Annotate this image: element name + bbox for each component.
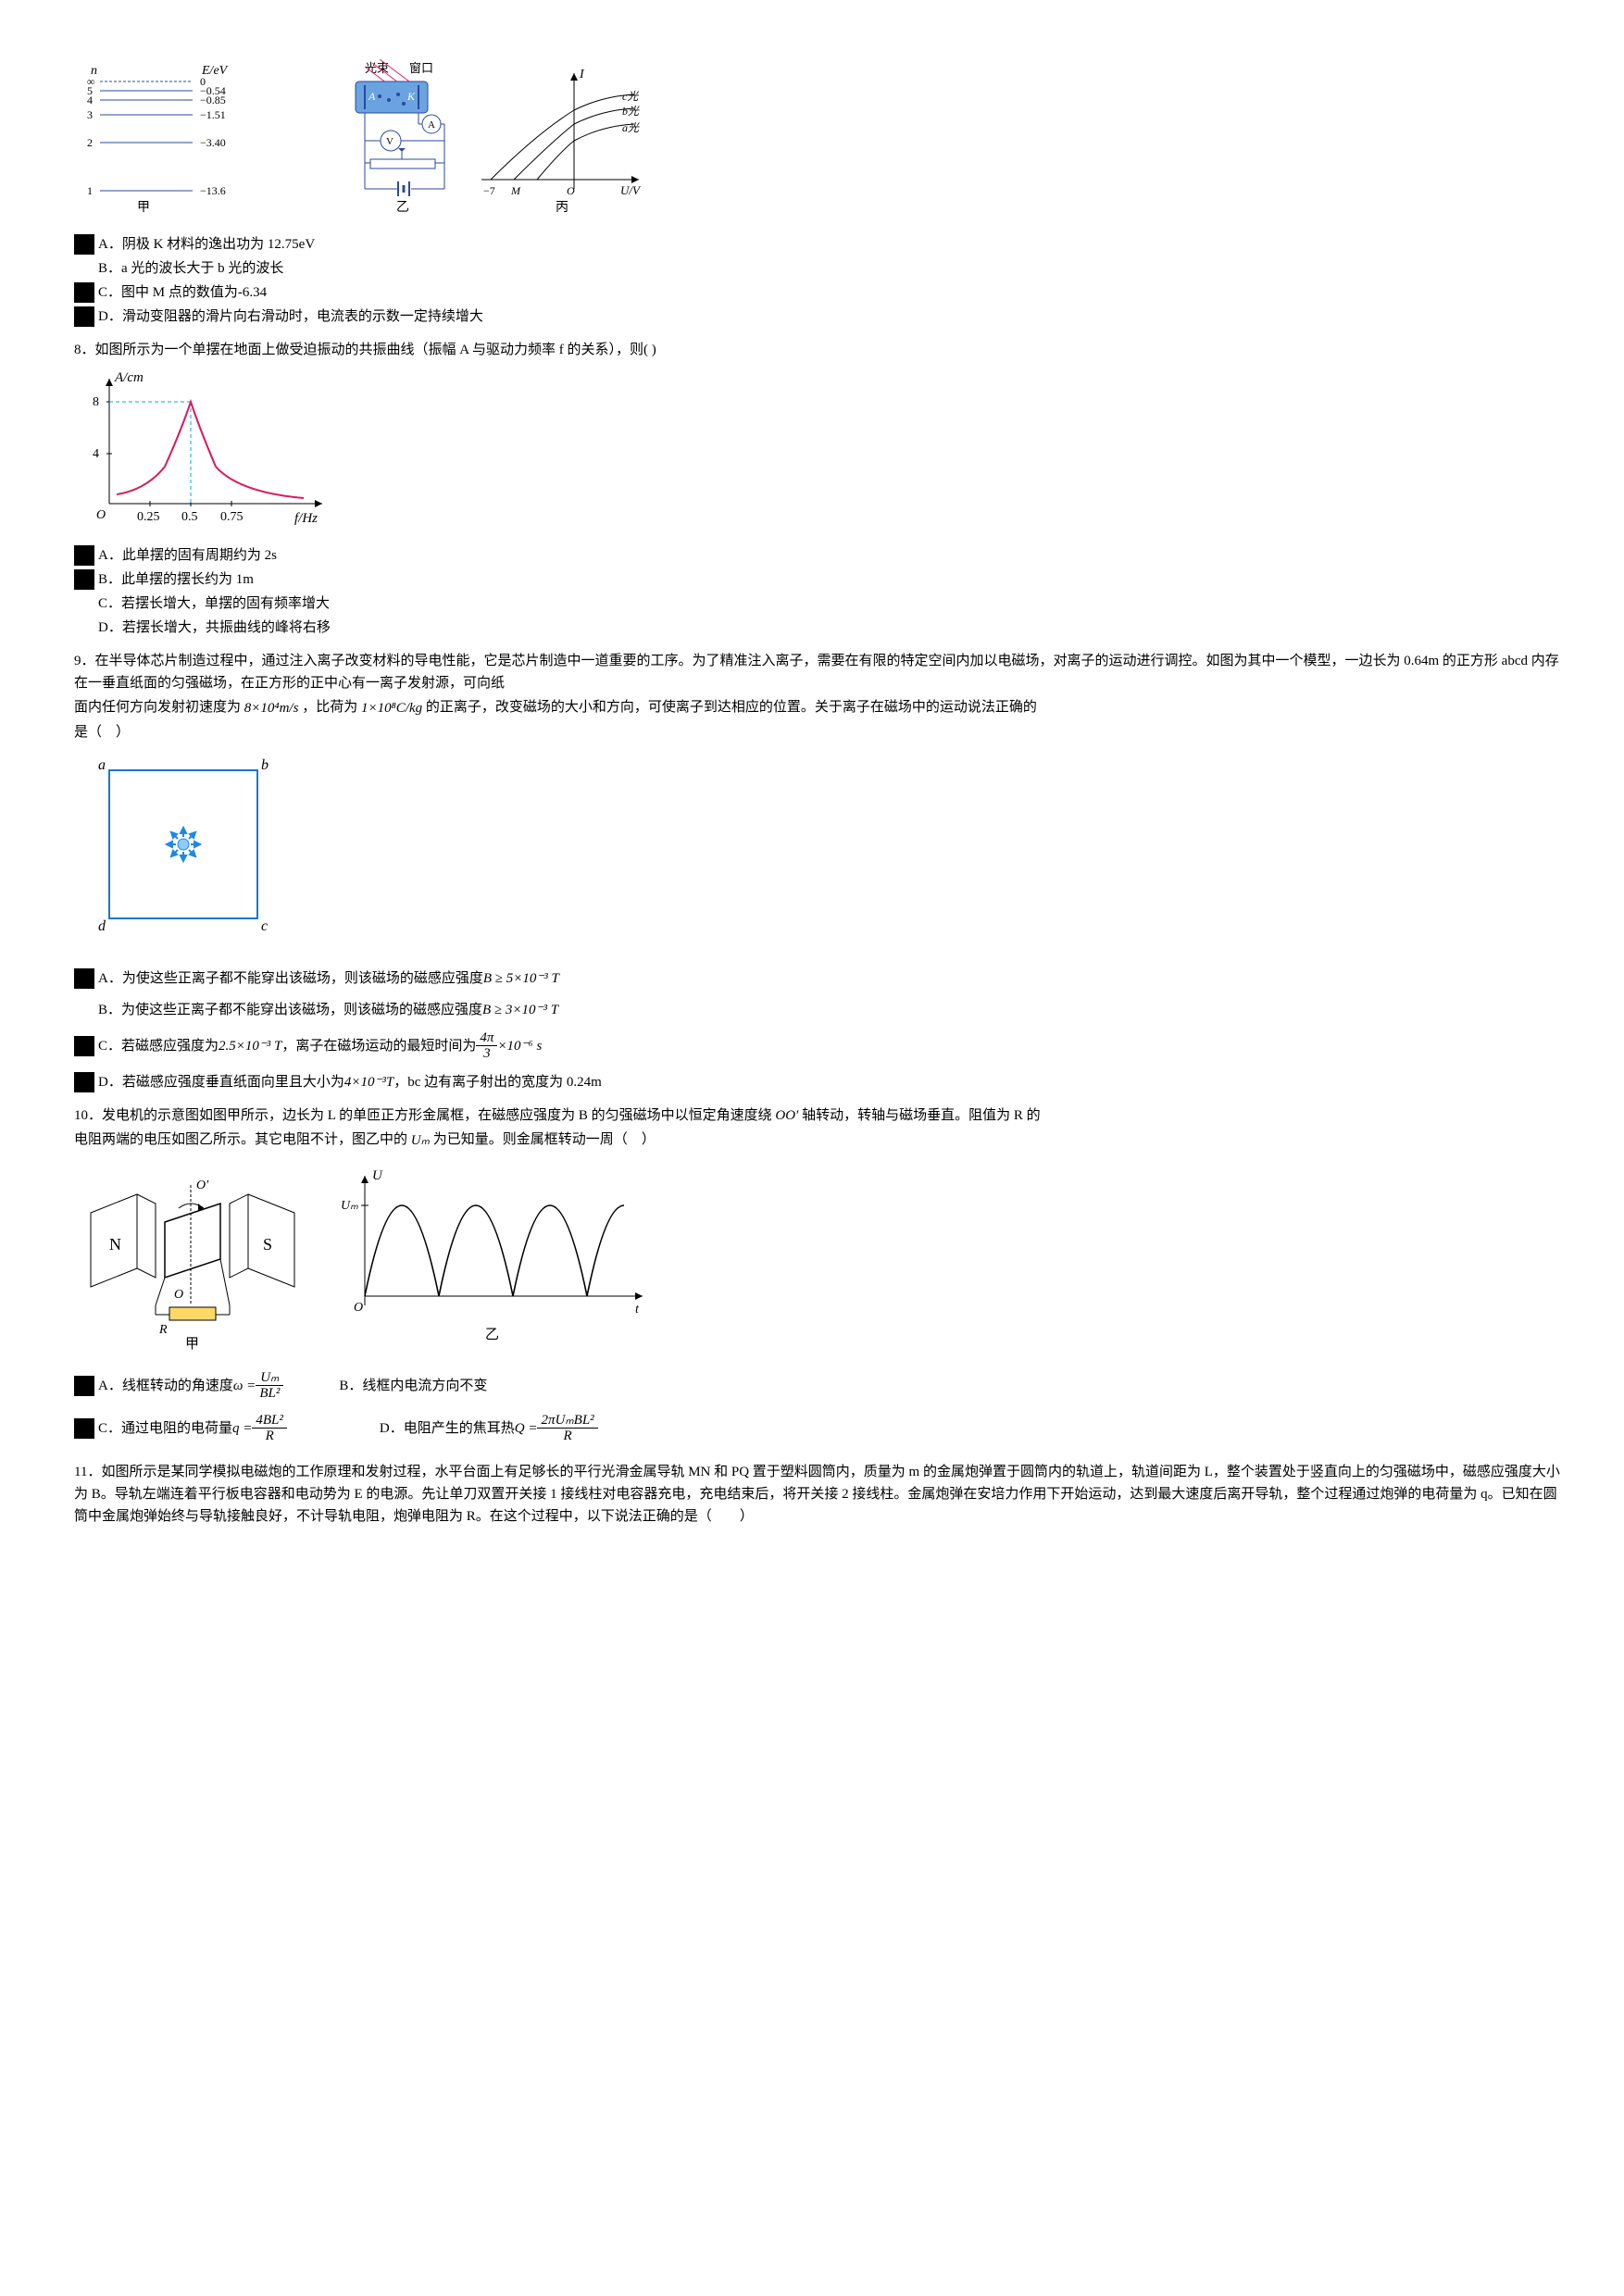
svg-text:O: O bbox=[567, 184, 575, 197]
q7-figures-row: n E/eV ∞ 0 5 −0.54 4 −0.85 3 −1.51 2 −3.… bbox=[74, 56, 1568, 228]
marker-box bbox=[74, 1072, 94, 1092]
iv-curves: I U/V c光 b光 a光 −7 M O 丙 bbox=[463, 59, 648, 224]
svg-text:c: c bbox=[261, 918, 268, 934]
svg-text:b: b bbox=[261, 757, 269, 773]
svg-text:0.5: 0.5 bbox=[181, 510, 198, 524]
q7-opt-A: A．阴极 K 材料的逸出功为 12.75eV bbox=[98, 233, 315, 256]
svg-text:0.75: 0.75 bbox=[220, 510, 244, 524]
q9-square-diagram: a b c d bbox=[81, 747, 1561, 958]
marker-box bbox=[74, 234, 94, 255]
q7-opt-B: B．a 光的波长大于 b 光的波长 bbox=[98, 257, 283, 280]
q10-stem-1: 10．发电机的示意图如图甲所示，边长为 L 的单匝正方形金属框，在磁感应强度为 … bbox=[74, 1104, 1568, 1128]
q10-opt-B: B．线框内电流方向不变 bbox=[339, 1375, 487, 1397]
q10-options: A．线框转动的角速度 ω = UₘBL² B．线框内电流方向不变 C．通过电阻的… bbox=[74, 1368, 1568, 1446]
svg-text:V: V bbox=[386, 136, 394, 147]
marker-box bbox=[74, 1376, 94, 1396]
svg-text:乙: 乙 bbox=[485, 1328, 499, 1342]
svg-text:窗口: 窗口 bbox=[409, 61, 433, 75]
caption-jia: 甲 bbox=[137, 201, 150, 215]
marker-box bbox=[74, 1036, 94, 1056]
svg-text:甲: 甲 bbox=[185, 1337, 199, 1352]
q8-opt-B: B．此单摆的摆长约为 1m bbox=[98, 568, 254, 591]
q9-options: A．为使这些正离子都不能穿出该磁场，则该磁场的磁感应强度 B ≥ 5×10⁻³ … bbox=[74, 967, 1568, 1093]
q8-options: A．此单摆的固有周期约为 2s B．此单摆的摆长约为 1m C．若摆长增大，单摆… bbox=[74, 544, 1568, 639]
svg-text:−1.51: −1.51 bbox=[200, 108, 226, 121]
q10-voltage-graph: U Uₘ O t 乙 bbox=[328, 1157, 661, 1350]
svg-text:−0.85: −0.85 bbox=[200, 94, 226, 106]
q7-opt-C: C．图中 M 点的数值为-6.34 bbox=[98, 281, 267, 304]
svg-text:4: 4 bbox=[93, 447, 99, 461]
svg-text:I: I bbox=[579, 68, 585, 81]
svg-text:−7: −7 bbox=[483, 184, 495, 197]
q9-stem-1: 9．在半导体芯片制造过程中，通过注入离子改变材料的导电性能，它是芯片制造中一道重… bbox=[74, 650, 1568, 694]
svg-text:Uₘ: Uₘ bbox=[341, 1199, 358, 1213]
q9-stem-3: 是（ ） bbox=[74, 721, 1568, 743]
svg-text:R: R bbox=[158, 1323, 168, 1337]
svg-text:A/cm: A/cm bbox=[114, 370, 144, 385]
marker-box bbox=[74, 968, 94, 989]
svg-text:A: A bbox=[368, 90, 376, 103]
svg-text:A: A bbox=[428, 119, 435, 131]
svg-text:8: 8 bbox=[93, 395, 99, 409]
energy-level-diagram: n E/eV ∞ 0 5 −0.54 4 −0.85 3 −1.51 2 −3.… bbox=[81, 59, 248, 224]
svg-text:O: O bbox=[96, 508, 106, 522]
svg-text:0.25: 0.25 bbox=[137, 510, 160, 524]
svg-text:−3.40: −3.40 bbox=[200, 136, 226, 149]
caption-yi: 乙 bbox=[396, 200, 409, 215]
marker-box bbox=[74, 306, 94, 327]
svg-text:a: a bbox=[98, 757, 106, 773]
svg-text:4: 4 bbox=[87, 94, 93, 106]
svg-text:f/Hz: f/Hz bbox=[294, 511, 318, 526]
svg-text:a光: a光 bbox=[622, 121, 640, 134]
q10-figures: N S O′ O R 甲 bbox=[74, 1154, 1568, 1363]
svg-text:O: O bbox=[354, 1301, 363, 1315]
marker-box bbox=[74, 545, 94, 566]
caption-bing: 丙 bbox=[556, 201, 568, 215]
svg-text:1: 1 bbox=[87, 184, 93, 197]
marker-box bbox=[74, 282, 94, 303]
q8-opt-D: D．若摆长增大，共振曲线的峰将右移 bbox=[98, 617, 331, 639]
q10-stem-2: 电阻两端的电压如图乙所示。其它电阻不计，图乙中的 Uₘ 为已知量。则金属框转动一… bbox=[74, 1129, 1568, 1152]
svg-text:S: S bbox=[263, 1235, 272, 1254]
marker-box bbox=[74, 1418, 94, 1439]
svg-text:2: 2 bbox=[87, 136, 93, 149]
svg-text:−13.6: −13.6 bbox=[200, 184, 226, 197]
svg-text:U: U bbox=[372, 1168, 383, 1183]
svg-text:c光: c光 bbox=[622, 90, 639, 103]
svg-text:U/V: U/V bbox=[620, 183, 642, 197]
photoelectric-circuit: 光束 窗口 A K A V bbox=[263, 59, 448, 224]
svg-text:O′: O′ bbox=[196, 1179, 209, 1192]
q8-opt-A: A．此单摆的固有周期约为 2s bbox=[98, 544, 277, 567]
q8-stem: 8．如图所示为一个单摆在地面上做受迫振动的共振曲线（振幅 A 与驱动力频率 f … bbox=[74, 339, 1568, 361]
q7-options: A．阴极 K 材料的逸出功为 12.75eV B．a 光的波长大于 b 光的波长… bbox=[74, 233, 1568, 328]
q8-resonance-graph: A/cm f/Hz 8 4 O 0.25 0.5 0.75 bbox=[81, 365, 1561, 539]
q8-opt-C: C．若摆长增大，单摆的固有频率增大 bbox=[98, 593, 330, 615]
svg-text:3: 3 bbox=[87, 108, 93, 121]
marker-box bbox=[74, 569, 94, 590]
svg-text:O: O bbox=[174, 1288, 183, 1302]
svg-text:d: d bbox=[98, 918, 106, 934]
svg-text:t: t bbox=[635, 1303, 640, 1316]
svg-text:M: M bbox=[510, 184, 521, 197]
svg-text:N: N bbox=[109, 1235, 121, 1254]
svg-text:b光: b光 bbox=[622, 105, 640, 118]
svg-text:K: K bbox=[406, 90, 416, 103]
q7-opt-D: D．滑动变阻器的滑片向右滑动时，电流表的示数一定持续增大 bbox=[98, 306, 483, 328]
q9-stem-2: 面内任何方向发射初速度为 8×10⁴m/s ，比荷为 1×10⁸C/kg 的正离… bbox=[74, 696, 1568, 719]
q11-stem: 11．如图所示是某同学模拟电磁炮的工作原理和发射过程，水平台面上有足够长的平行光… bbox=[74, 1461, 1568, 1528]
q10-generator-diagram: N S O′ O R 甲 bbox=[81, 1157, 313, 1359]
